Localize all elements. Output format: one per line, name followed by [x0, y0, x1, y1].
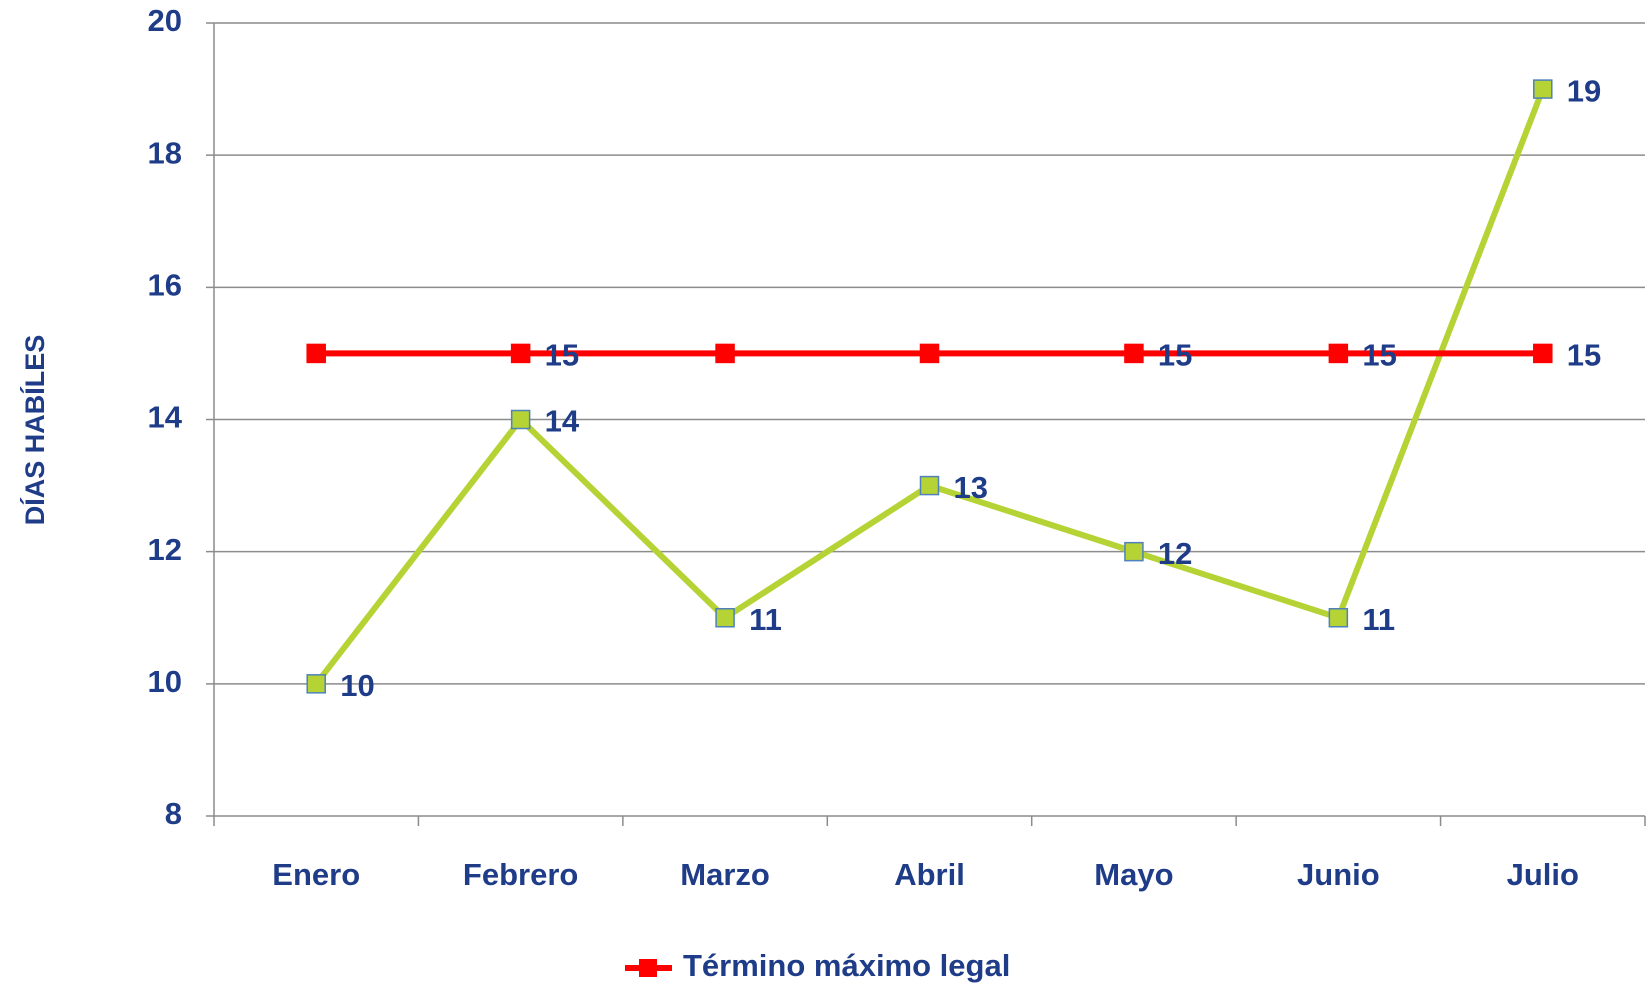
- data-label: 11: [749, 602, 782, 637]
- data-label: 12: [1158, 536, 1192, 571]
- y-tick-label: 18: [148, 135, 182, 170]
- data-label: 14: [545, 404, 580, 439]
- data-label: 13: [954, 470, 988, 505]
- x-tick-label: Abril: [894, 857, 965, 892]
- marker: [306, 674, 326, 694]
- y-tick-label: 16: [148, 268, 182, 303]
- x-tick-label: Julio: [1507, 857, 1579, 892]
- data-label: 15: [1158, 338, 1192, 373]
- legend-label: Término máximo legal: [683, 948, 1010, 983]
- data-label: 15: [545, 338, 579, 373]
- marker: [1533, 79, 1553, 99]
- marker: [919, 343, 940, 364]
- marker: [306, 343, 326, 364]
- x-tick-label: Mayo: [1094, 857, 1173, 892]
- y-tick-label: 8: [165, 796, 182, 831]
- marker: [510, 409, 531, 430]
- marker: [1124, 343, 1144, 364]
- data-label: 15: [1362, 338, 1396, 373]
- marker: [715, 608, 735, 628]
- data-label: 11: [1362, 602, 1395, 637]
- marker: [1533, 343, 1553, 364]
- marker: [1124, 541, 1144, 562]
- marker: [1328, 343, 1349, 364]
- series-line: [313, 88, 1546, 686]
- y-tick-label: 10: [148, 664, 182, 699]
- x-tick-label: Enero: [272, 857, 360, 892]
- x-tick-label: Junio: [1297, 857, 1380, 892]
- data-label: 15: [1567, 338, 1601, 373]
- x-tick-label: Marzo: [680, 857, 770, 892]
- marker: [715, 343, 735, 364]
- x-tick-label: Febrero: [463, 857, 578, 892]
- data-label: 19: [1567, 73, 1601, 108]
- y-tick-label: 20: [148, 3, 182, 38]
- data-label: 10: [340, 668, 374, 703]
- marker: [919, 475, 940, 496]
- marker: [510, 343, 531, 364]
- y-tick-label: 14: [148, 400, 183, 435]
- y-tick-label: 12: [148, 532, 182, 567]
- y-axis-title: DÍAS HABÍLES: [19, 335, 50, 526]
- legend-marker: [639, 959, 657, 977]
- marker: [1328, 608, 1349, 628]
